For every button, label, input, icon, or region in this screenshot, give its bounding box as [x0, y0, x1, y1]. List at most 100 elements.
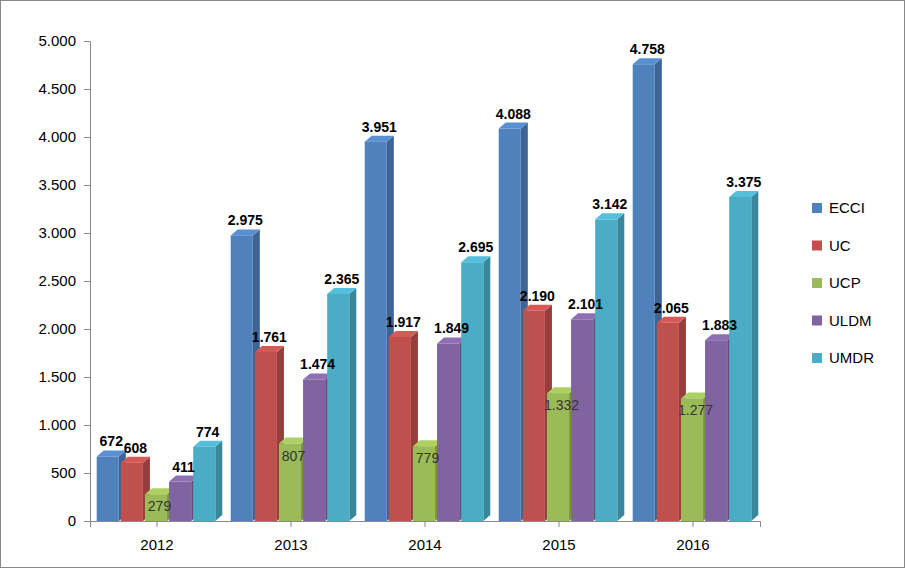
y-tick-mark — [84, 89, 90, 90]
x-tick-label: 2013 — [274, 536, 307, 553]
y-tick: 2.000 — [38, 320, 90, 337]
data-label: 1.277 — [678, 402, 713, 418]
bar-top — [461, 256, 490, 262]
bar — [657, 323, 679, 521]
bar — [169, 482, 191, 521]
bar — [97, 456, 119, 521]
bar — [705, 340, 727, 521]
bar — [633, 64, 655, 521]
bar-top — [365, 136, 394, 142]
x-tick: 2013 — [274, 521, 307, 553]
y-tick-label: 4.000 — [38, 128, 76, 145]
bar — [303, 379, 325, 521]
bar-top — [255, 346, 284, 352]
legend-label: UC — [829, 237, 851, 254]
legend-label: UMDR — [829, 349, 874, 366]
data-label: 672 — [100, 433, 124, 449]
y-tick-mark — [84, 185, 90, 186]
data-label: 774 — [196, 424, 220, 440]
y-tick: 1.500 — [38, 368, 90, 385]
x-tick-label: 2016 — [676, 536, 709, 553]
data-label: 779 — [416, 450, 440, 466]
legend-label: ULDM — [829, 312, 872, 329]
data-label: 3.142 — [592, 196, 627, 212]
bar — [365, 142, 387, 521]
bar — [437, 343, 459, 521]
bar-top — [97, 450, 126, 456]
y-tick: 4.500 — [38, 80, 90, 97]
data-label: 3.375 — [726, 174, 761, 190]
bar — [461, 262, 483, 521]
y-tick-label: 2.000 — [38, 320, 76, 337]
x-tick-label: 2012 — [140, 536, 173, 553]
bar-top — [595, 213, 624, 219]
y-tick: 500 — [51, 464, 90, 481]
bar-top — [231, 229, 260, 235]
bar-side — [483, 256, 490, 521]
data-label: 1.761 — [252, 329, 287, 345]
y-axis: 05001.0001.5002.0002.5003.0003.5004.0004… — [38, 32, 90, 529]
x-tick: 2016 — [676, 521, 709, 553]
legend-swatch — [812, 203, 822, 213]
bar-top — [193, 441, 222, 447]
y-axis-line — [84, 42, 91, 522]
bar — [193, 447, 215, 521]
data-label: 1.332 — [544, 397, 579, 413]
chart-frame — [1, 1, 905, 568]
y-tick: 4.000 — [38, 128, 90, 145]
x-tick-mark — [291, 521, 292, 527]
x-tick: 2014 — [408, 521, 441, 553]
data-label: 2.695 — [458, 239, 493, 255]
bar — [729, 197, 751, 521]
legend-swatch — [812, 278, 822, 288]
bar-side — [617, 213, 624, 521]
legend-label: UCP — [829, 274, 861, 291]
data-label: 807 — [282, 448, 306, 464]
y-tick-mark — [84, 329, 90, 330]
bar — [121, 463, 143, 521]
bar-top — [523, 305, 552, 311]
y-tick-mark — [84, 473, 90, 474]
y-tick-label: 4.500 — [38, 80, 76, 97]
x-tick-mark — [559, 521, 560, 527]
bar-series — [145, 387, 710, 521]
bar-series — [193, 191, 758, 521]
data-label: 2.190 — [520, 288, 555, 304]
bar-side — [751, 191, 758, 521]
data-label: 4.758 — [630, 41, 665, 57]
bar-top — [121, 457, 150, 463]
y-tick: 5.000 — [38, 32, 90, 49]
legend-swatch — [812, 316, 822, 326]
data-label: 3.951 — [362, 119, 397, 135]
bar-top — [389, 331, 418, 337]
y-tick: 1.000 — [38, 416, 90, 433]
bar-top — [657, 317, 686, 323]
data-label: 1.883 — [702, 317, 737, 333]
data-label: 2.065 — [654, 300, 689, 316]
data-label: 1.474 — [300, 356, 335, 372]
chart: 05001.0001.5002.0002.5003.0003.5004.0004… — [0, 0, 905, 568]
legend-swatch — [812, 353, 822, 363]
data-label: 4.088 — [496, 106, 531, 122]
y-tick-mark — [84, 425, 90, 426]
bar-side — [215, 441, 222, 521]
data-label: 2.101 — [568, 296, 603, 312]
bar-series — [169, 313, 734, 521]
x-tick-mark — [693, 521, 694, 527]
bar-series — [97, 58, 662, 521]
y-tick-label: 500 — [51, 464, 76, 481]
x-tick-label: 2014 — [408, 536, 441, 553]
x-tick: 2015 — [542, 521, 575, 553]
data-label: 2.975 — [228, 212, 263, 228]
bar-top — [633, 58, 662, 64]
y-tick-mark — [84, 281, 90, 282]
bar-top — [729, 191, 758, 197]
y-tick-mark — [84, 521, 90, 522]
bars — [97, 58, 759, 521]
y-tick-label: 1.500 — [38, 368, 76, 385]
bar-side — [349, 288, 356, 521]
y-tick-label: 2.500 — [38, 272, 76, 289]
bar-top — [499, 123, 528, 129]
bar — [499, 129, 521, 521]
bar — [523, 311, 545, 521]
